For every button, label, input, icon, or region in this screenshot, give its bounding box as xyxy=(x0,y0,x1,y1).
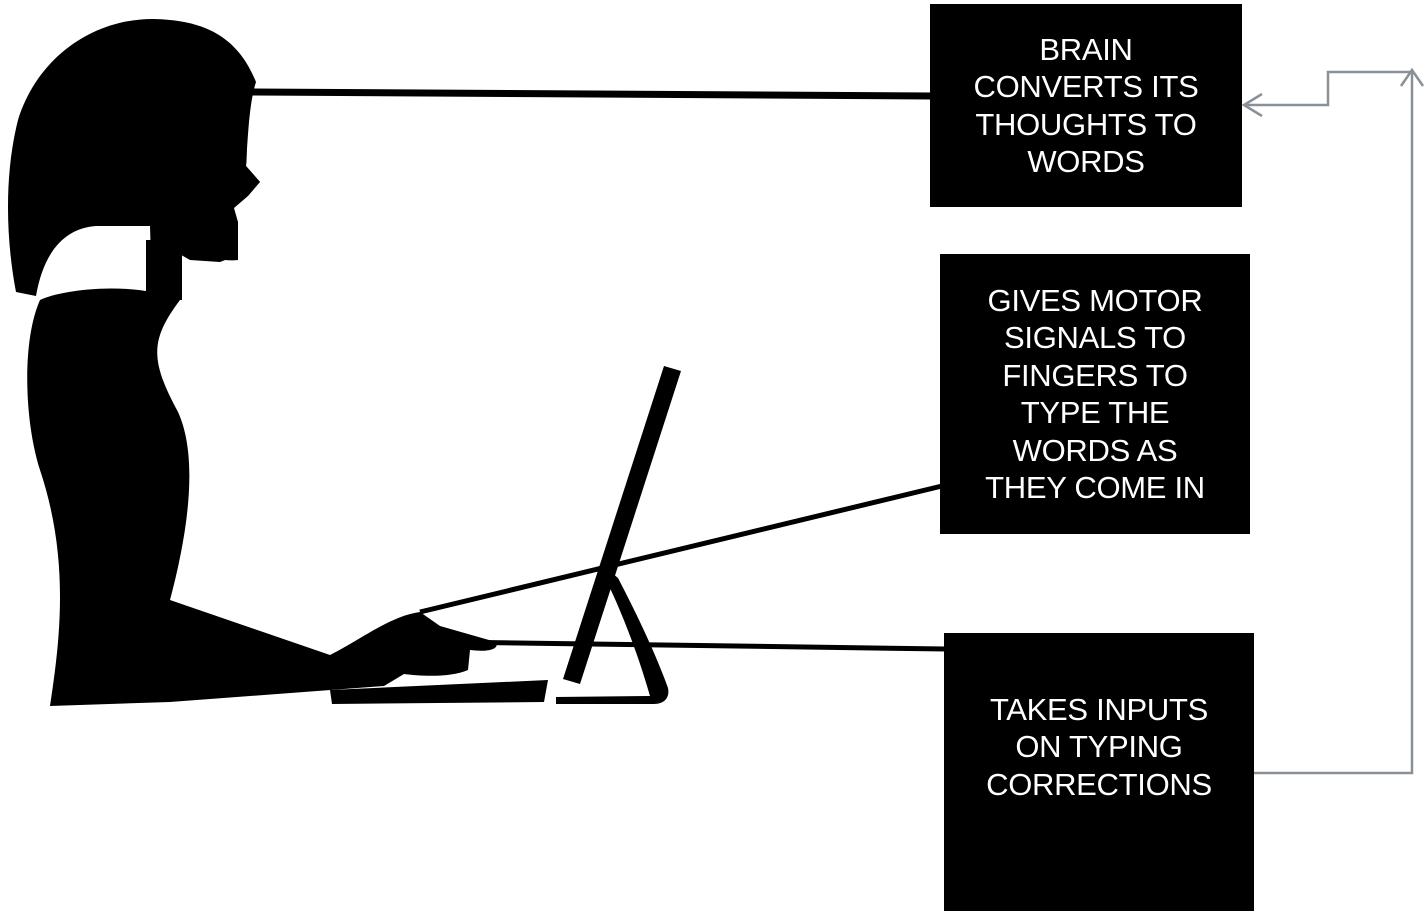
computer-monitor-icon xyxy=(556,366,681,704)
typing-corrections-text: TAKES INPUTS ON TYPING CORRECTIONS xyxy=(986,691,1212,802)
connector-lines xyxy=(251,88,947,652)
brain-converts-box: BRAIN CONVERTS ITS THOUGHTS TO WORDS xyxy=(930,4,1242,207)
top-arrowhead-icon xyxy=(1399,67,1425,87)
woman-silhouette-icon xyxy=(8,18,497,706)
keyboard-to-inputs-line xyxy=(449,639,947,652)
head-to-brain-line xyxy=(251,88,933,100)
feedback-arrow xyxy=(1241,67,1425,775)
feedback-arrow-line xyxy=(1244,70,1414,775)
keyboard-icon xyxy=(330,680,548,704)
brain-arrowhead-icon xyxy=(1241,92,1263,118)
brain-converts-text: BRAIN CONVERTS ITS THOUGHTS TO WORDS xyxy=(973,31,1199,180)
hand-to-motor-line xyxy=(419,483,943,615)
motor-signals-text: GIVES MOTOR SIGNALS TO FINGERS TO TYPE T… xyxy=(985,282,1205,506)
typing-corrections-box: TAKES INPUTS ON TYPING CORRECTIONS xyxy=(944,633,1254,911)
motor-signals-box: GIVES MOTOR SIGNALS TO FINGERS TO TYPE T… xyxy=(940,254,1250,534)
